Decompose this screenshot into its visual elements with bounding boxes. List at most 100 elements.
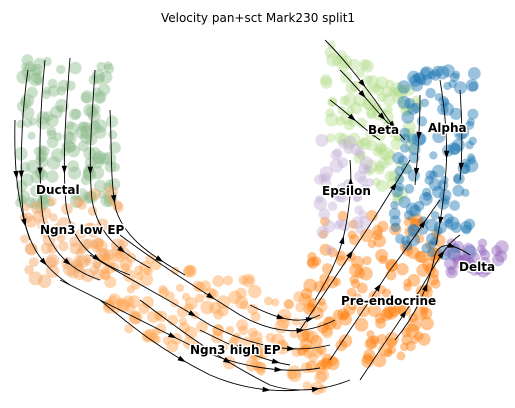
- cell-point: [62, 140, 75, 153]
- cell-point: [47, 243, 58, 254]
- cell-point: [265, 332, 276, 343]
- velocity-arrow: [37, 167, 43, 176]
- cell-point: [466, 117, 475, 127]
- cell-point: [405, 341, 416, 352]
- cell-point: [306, 256, 319, 269]
- cell-point: [372, 229, 383, 241]
- label-pre-endocrine: Pre-endocrine: [341, 294, 436, 308]
- cell-point: [46, 114, 59, 128]
- cell-point: [372, 177, 381, 187]
- cell-point: [93, 261, 102, 270]
- cell-point: [479, 249, 491, 261]
- cell-point: [404, 226, 416, 238]
- cell-point: [108, 130, 118, 140]
- cell-point: [184, 264, 197, 278]
- cell-point: [200, 300, 215, 315]
- streamline: [249, 304, 321, 321]
- cell-point: [446, 123, 457, 133]
- cell-point: [24, 242, 37, 255]
- cell-point: [96, 218, 109, 231]
- cell-point: [405, 202, 420, 216]
- cell-point: [93, 73, 105, 85]
- cell-point: [372, 125, 382, 135]
- cell-point: [354, 205, 364, 215]
- cell-point: [351, 216, 364, 229]
- velocity-arrow: [296, 328, 305, 334]
- cell-point: [94, 237, 104, 247]
- cell-point: [23, 72, 33, 82]
- cell-point: [213, 309, 224, 320]
- cell-point: [164, 291, 175, 302]
- cell-point: [343, 302, 356, 316]
- cell-point: [46, 170, 59, 183]
- cell-point: [43, 86, 52, 95]
- cell-point: [200, 280, 211, 292]
- cells-beta: [320, 40, 424, 206]
- cell-point: [392, 193, 404, 206]
- cell-point: [320, 76, 333, 89]
- cell-point: [340, 111, 354, 125]
- cell-point: [299, 338, 313, 351]
- cell-point: [413, 306, 428, 321]
- cell-point: [356, 282, 368, 294]
- cell-point: [84, 222, 97, 235]
- velocity-arrow: [63, 258, 72, 266]
- velocity-arrow: [13, 170, 19, 180]
- cell-point: [392, 191, 402, 201]
- cell-point: [443, 213, 454, 224]
- cell-point: [452, 184, 465, 197]
- cell-point: [375, 76, 389, 90]
- cell-point: [445, 265, 459, 279]
- cell-point: [31, 72, 44, 84]
- cell-point: [288, 368, 302, 383]
- cell-point: [432, 234, 446, 248]
- cell-point: [116, 298, 125, 307]
- cell-point: [398, 85, 409, 96]
- cell-point: [36, 116, 50, 130]
- cell-point: [326, 53, 340, 67]
- cell-point: [378, 143, 388, 153]
- cell-point: [320, 357, 333, 370]
- cell-point: [378, 149, 389, 160]
- cell-point: [407, 103, 419, 115]
- cell-point: [28, 257, 39, 268]
- cell-point: [295, 302, 306, 313]
- cell-point: [399, 127, 411, 138]
- cell-point: [447, 267, 456, 276]
- cell-point: [437, 103, 449, 116]
- cell-point: [458, 254, 467, 263]
- cell-point: [77, 121, 89, 133]
- cell-point: [134, 265, 144, 276]
- cell-point: [353, 151, 366, 164]
- cell-point: [302, 329, 315, 342]
- cell-point: [217, 304, 229, 317]
- cell-point: [298, 293, 312, 306]
- cell-point: [333, 220, 343, 230]
- cell-point: [47, 196, 57, 207]
- cell-point: [235, 287, 247, 299]
- cell-point: [414, 233, 425, 244]
- cell-point: [396, 263, 409, 276]
- velocity-arrow: [444, 150, 450, 159]
- velocity-arrow: [416, 131, 422, 141]
- cell-point: [16, 100, 29, 112]
- cell-point: [56, 217, 71, 232]
- cell-point: [46, 156, 61, 170]
- cell-point: [79, 130, 94, 144]
- velocity-arrow: [188, 310, 197, 317]
- cell-point: [56, 232, 66, 243]
- cell-point: [322, 263, 333, 275]
- cell-point: [465, 120, 475, 130]
- cell-point: [372, 225, 384, 236]
- cell-point: [445, 216, 460, 231]
- cell-point: [85, 133, 98, 146]
- cell-point: [65, 120, 75, 130]
- cell-point: [340, 71, 352, 84]
- velocity-arrow: [374, 283, 381, 292]
- cell-point: [404, 98, 415, 109]
- cell-point: [24, 61, 36, 73]
- cell-point: [166, 340, 179, 353]
- cell-point: [337, 210, 349, 222]
- cell-point: [368, 304, 381, 317]
- cell-point: [420, 74, 432, 86]
